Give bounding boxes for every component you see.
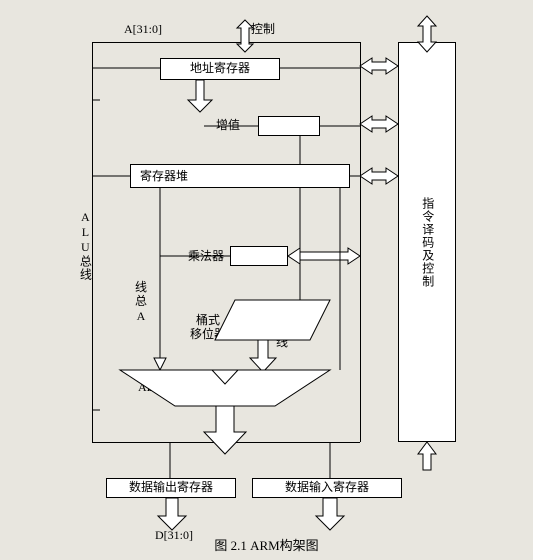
barrel-shifter-label: 桶式 移位器: [190, 313, 226, 342]
multiplier-box: [230, 246, 288, 266]
decode-control-block: 指令译码及控制: [398, 42, 456, 442]
alu-label: ALU: [138, 380, 163, 394]
dout-register-label: 数据输出寄存器: [129, 480, 213, 496]
multiplier-label: 乘法器: [188, 249, 224, 263]
incrementer-label: 增值: [216, 118, 240, 132]
mult-to-right-arrow: [288, 248, 360, 264]
regbank-to-right-arrow: [360, 168, 398, 184]
right-block-bottom-arrow: [418, 442, 436, 470]
alu-bus-side-label: ALU总线: [78, 210, 92, 281]
frame-right: [360, 42, 361, 442]
bus-b-label: B 总 线: [276, 306, 288, 349]
din-register-box: 数据输入寄存器: [252, 478, 402, 498]
incrementer-box: [258, 116, 320, 136]
bus-a-label: 线 总 A: [135, 280, 147, 323]
frame-bottom: [92, 442, 360, 443]
shifter-to-alu-arrow: [250, 340, 276, 372]
figure-caption: 图 2.1 ARM构架图: [0, 535, 533, 554]
inc-to-right-arrow: [360, 116, 398, 132]
addr-to-right-arrow: [360, 58, 398, 74]
din-register-label: 数据输入寄存器: [285, 480, 369, 496]
dout-down-arrow: [158, 498, 186, 530]
barrel-shifter-shape: [215, 300, 330, 340]
addr-register-box: 地址寄存器: [160, 58, 280, 80]
diagram-canvas: A[31:0] 控制 指令译码及控制 地址寄存器 增值 寄存器堆 乘法器 ALU…: [0, 0, 533, 560]
label-control: 控制: [251, 22, 275, 36]
addr-down-arrow: [188, 80, 212, 112]
label-a-bus: A[31:0]: [124, 22, 162, 36]
frame-top: [92, 42, 360, 43]
din-up-arrow: [316, 498, 344, 530]
register-bank-label: 寄存器堆: [140, 169, 188, 183]
decode-control-label: 指令译码及控制: [419, 197, 435, 288]
alu-down-arrow: [204, 406, 246, 454]
addr-register-label: 地址寄存器: [190, 61, 250, 77]
dout-register-box: 数据输出寄存器: [106, 478, 236, 498]
